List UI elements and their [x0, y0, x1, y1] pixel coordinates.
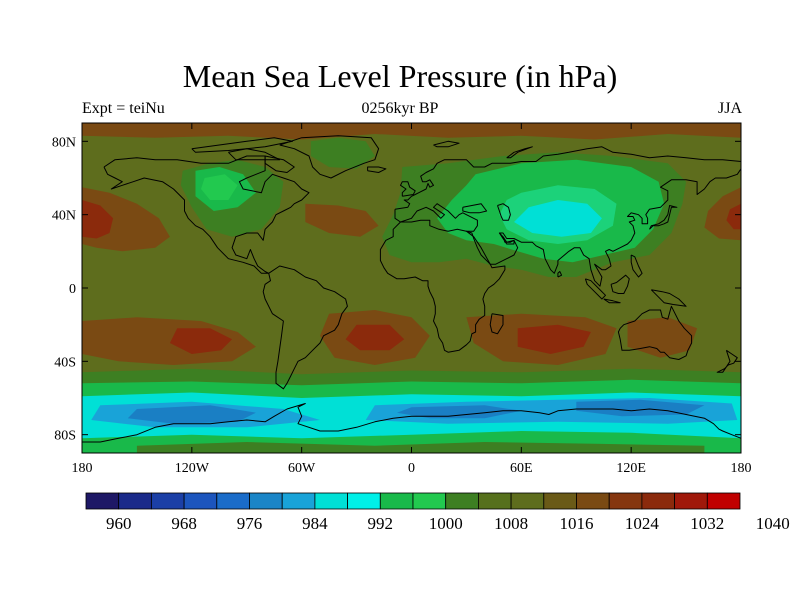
time-label: 0256kyr BP [361, 100, 439, 117]
colorbar-swatch [543, 492, 577, 510]
pressure-region-north-polar-high [82, 123, 741, 140]
lon-tick-label: 180 [72, 461, 93, 476]
coastline-sumatra [584, 278, 606, 300]
coastline-baffin-island [264, 155, 295, 173]
lon-tick-label: 120E [616, 461, 646, 476]
coastline-iceland [367, 166, 387, 173]
coastline-philippines [630, 254, 643, 278]
coastline-svalbard [433, 140, 460, 148]
colorbar-swatch [412, 492, 447, 510]
colorbar-label: 1016 [560, 514, 594, 533]
lon-tick-label: 180 [731, 461, 752, 476]
colorbar-label: 968 [171, 514, 197, 533]
colorbar-swatch [608, 492, 643, 510]
coastline-australia [617, 305, 693, 360]
coastline-black-sea [462, 203, 488, 214]
coastline-eurasia [394, 146, 741, 287]
colorbar-label: 1000 [429, 514, 463, 533]
colorbar-label: 1040 [756, 514, 790, 533]
coastline-caspian-sea [497, 203, 511, 221]
pressure-region-antarctic-high-inner [136, 442, 705, 453]
coastlines [82, 135, 741, 443]
lon-tick-label: 120W [175, 461, 210, 476]
colorbar-swatch [379, 492, 414, 510]
coastline-sri-lanka [557, 271, 563, 278]
colorbar-swatch [576, 492, 610, 510]
coastline-greenland [279, 135, 380, 179]
lat-tick-label: 80S [54, 429, 76, 444]
colorbar-swatch [510, 492, 545, 510]
colorbar-swatch [706, 492, 741, 510]
colorbar-swatch [249, 492, 283, 510]
coastline-north-america [103, 155, 310, 274]
coastline-madagascar [489, 313, 504, 335]
chart-title: Mean Sea Level Pressure (in hPa) [182, 58, 618, 94]
lat-tick-label: 80N [52, 135, 76, 150]
lon-tick-label: 60W [288, 461, 316, 476]
coastline-south-america [262, 265, 348, 390]
colorbar-swatch [641, 492, 676, 510]
coastline-africa [379, 219, 506, 353]
pressure-region-north-pacific-high-core-east [726, 203, 741, 230]
colorbar-swatch [183, 492, 218, 510]
coastline-britain [400, 181, 416, 197]
pressure-region-indian-ocean-high-core [517, 324, 591, 354]
pressure-region-north-pacific-high-outer-east [704, 187, 741, 241]
coastline-borneo [610, 274, 630, 294]
lon-tick-label: 0 [408, 461, 415, 476]
colorbar-swatch [281, 492, 316, 510]
coastline-antarctica [82, 403, 741, 443]
pressure-region-south-pacific-high-outer [82, 317, 256, 365]
lat-tick-label: 0 [69, 282, 76, 297]
pressure-region-greenland-low [310, 137, 375, 169]
coastline-japan [649, 205, 678, 230]
pressure-region-north-america-low-core [201, 174, 238, 200]
lat-tick-label: 40S [54, 355, 76, 370]
pressure-region-north-pacific-high-core [82, 200, 114, 239]
colorbar-swatch [477, 492, 512, 510]
experiment-label: Expt = teiNu [82, 100, 165, 117]
colorbar-label: 976 [237, 514, 263, 533]
coastline-new-zealand [716, 349, 738, 373]
colorbar-swatch [85, 492, 120, 510]
pressure-region-azores-high [305, 203, 379, 237]
pressure-region-southern-ocean-core-1 [127, 405, 256, 424]
pressure-region-south-atlantic-high-core [345, 324, 405, 351]
colorbar-swatch [445, 492, 479, 510]
colorbar-label: 984 [302, 514, 328, 533]
colorbar-label: 1008 [494, 514, 528, 533]
colorbar-swatch [347, 492, 381, 510]
coastline-canadian-archipelago [191, 137, 293, 153]
coastline-novaya-zemlya [506, 146, 533, 159]
colorbar-swatch [216, 492, 250, 510]
lon-tick-label: 60E [510, 461, 533, 476]
colorbar-swatch [314, 492, 348, 510]
colorbar-swatch [674, 492, 708, 510]
coastline-java [603, 298, 621, 304]
coastline-new-guinea [650, 289, 687, 307]
colorbar-label: 1032 [690, 514, 724, 533]
colorbar-swatch [118, 492, 152, 510]
season-label: JJA [717, 100, 742, 117]
longitude-axis: 180 120W 60W 0 60E 120E 180 [72, 123, 752, 476]
lat-tick-label: 40N [52, 209, 76, 224]
colorbar-label: 960 [106, 514, 132, 533]
pressure-region-asia-low-core [514, 200, 602, 237]
pressure-region-south-pacific-high-core [169, 328, 233, 354]
colorbar-label: 992 [368, 514, 394, 533]
colorbar-label: 1024 [625, 514, 660, 533]
pressure-region-southern-ocean-core-2 [396, 405, 522, 419]
colorbar: 960 968 976 984 992 1000 1008 1016 1024 1032 1040 [85, 492, 790, 533]
colorbar-swatch [150, 492, 185, 510]
latitude-axis: 80N 40N 0 40S 80S [52, 135, 741, 444]
coastline-arabia-gulf [498, 232, 515, 245]
